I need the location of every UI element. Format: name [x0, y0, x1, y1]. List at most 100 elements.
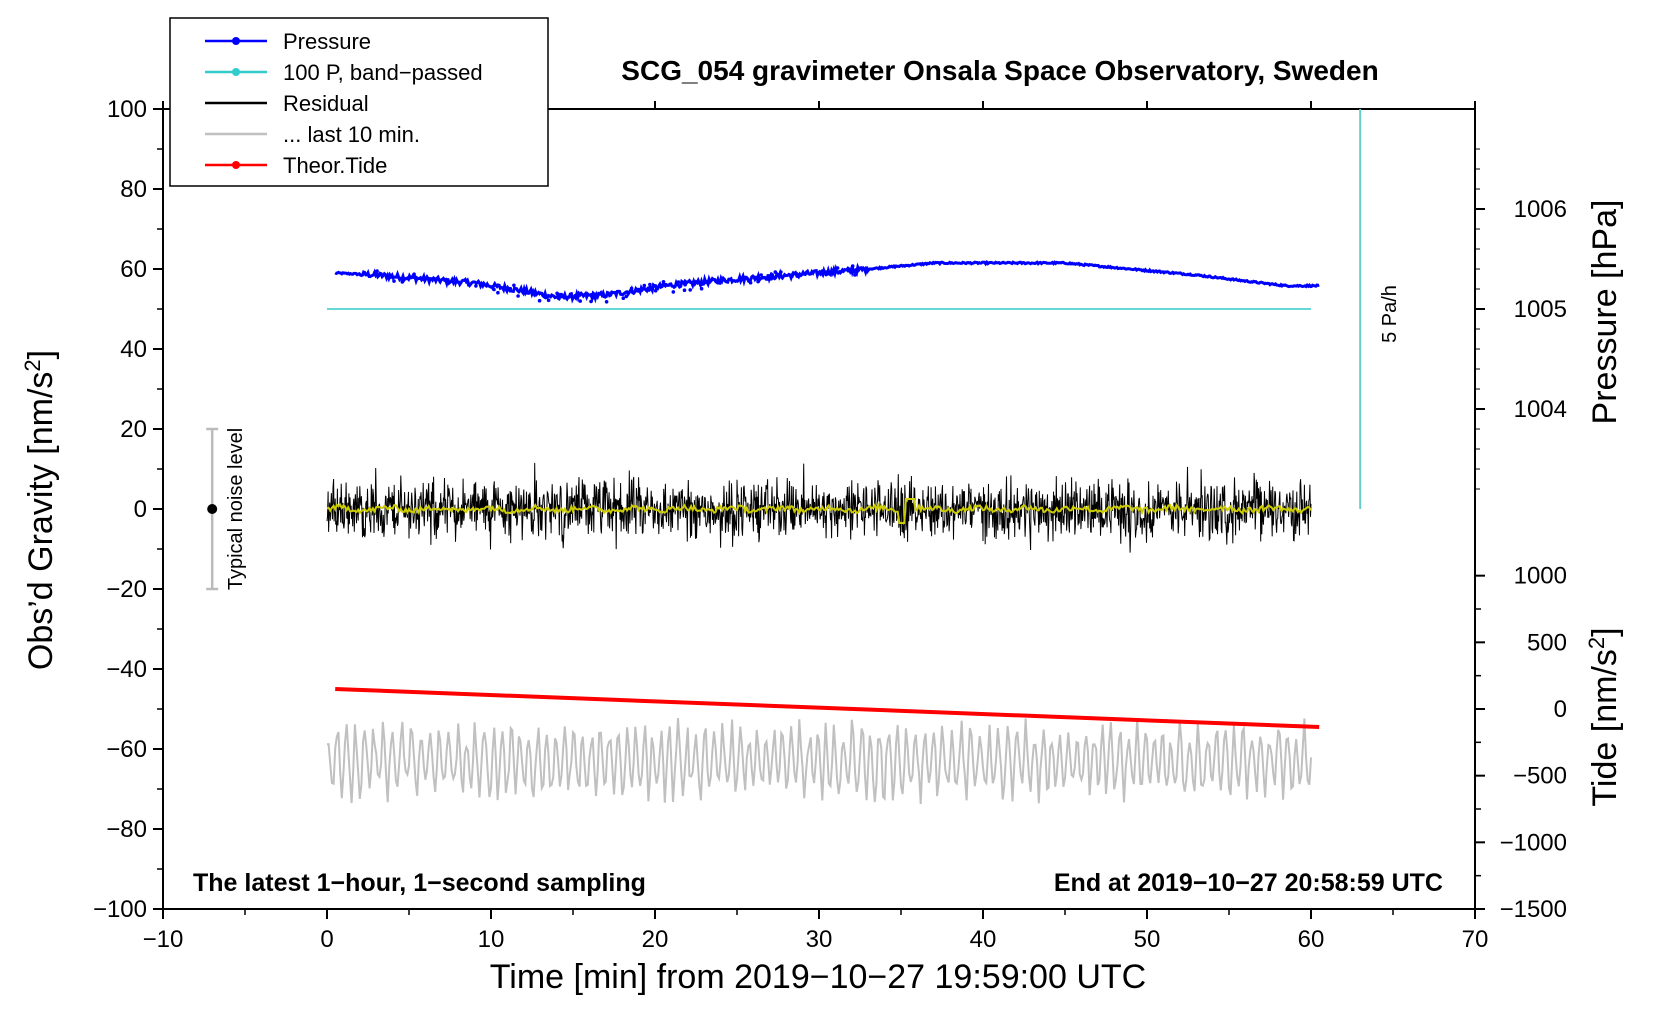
y-axis-label-gravity-sup: 2 [20, 359, 45, 371]
pressure-point [699, 286, 704, 291]
noise-level-marker: Typical noise level [206, 427, 247, 591]
pressure-point [688, 288, 692, 292]
x-tick-label: 20 [642, 926, 669, 953]
pressure-point [621, 296, 626, 301]
pressure-point [512, 283, 516, 288]
pressure-point [647, 288, 651, 292]
y-axis-tide: 1000 500 0 −500 −1000 −1500 [1475, 563, 1567, 923]
x-tick-label: 10 [478, 926, 505, 953]
pressure-point [624, 294, 629, 299]
y-axis-label-tide-main: Tide [nm/s [1586, 649, 1624, 806]
pressure-point [779, 270, 783, 274]
x-tick-label: 0 [320, 926, 333, 953]
pressure-point [555, 291, 559, 296]
pressure-point [492, 287, 496, 292]
y-tick-label: 40 [120, 336, 147, 363]
noise-level-label: Typical noise level [225, 428, 247, 590]
tide-tick-label: 500 [1527, 629, 1567, 656]
pressure-point [795, 274, 800, 279]
pressure-point [769, 277, 773, 281]
pressure-point [560, 294, 564, 299]
pressure-point [589, 299, 593, 304]
series-residual [326, 462, 1312, 553]
pressure-point [467, 283, 471, 287]
pressure-point [537, 298, 542, 303]
pressure-point [850, 264, 855, 268]
annotation-sampling: The latest 1−hour, 1−second sampling [193, 869, 646, 897]
pressure-tick-label: 1006 [1514, 196, 1567, 223]
y-tick-label: −40 [106, 656, 147, 683]
pressure-point [745, 276, 749, 281]
y-axis-label-tide-end: ] [1586, 627, 1624, 636]
pressure-point [853, 273, 857, 277]
tide-line [335, 687, 1320, 729]
legend-item: Theor.Tide [205, 153, 387, 178]
pressure-point [610, 290, 614, 295]
x-tick-label: −10 [143, 926, 184, 953]
legend-swatch-marker [232, 68, 240, 76]
pressure-point [401, 276, 405, 281]
pressure-point [748, 280, 753, 285]
tide-tick-label: −1500 [1500, 896, 1567, 923]
pressure-point [516, 294, 520, 298]
pressure-point [636, 289, 641, 293]
pressure-point [591, 293, 596, 298]
pressure-point [392, 279, 396, 283]
last-10-min-line [326, 718, 1312, 805]
legend-item: 100 P, band−passed [205, 60, 483, 85]
pressure-point [546, 298, 551, 303]
pressure-point [642, 283, 647, 288]
x-tick-label: 70 [1462, 926, 1489, 953]
y-tick-label: 60 [120, 256, 147, 283]
y-axis-gravity: 100 80 60 40 20 0 −20 −40 −60 −80 −100 [93, 96, 163, 923]
pressure-point [578, 299, 582, 303]
y-axis-label-gravity: Obs’d Gravity [nm/s2] [20, 350, 60, 670]
x-tick-label: 50 [1134, 926, 1161, 953]
pressure-point [671, 290, 676, 294]
pressure-point [573, 293, 578, 298]
legend-label: Pressure [283, 29, 371, 54]
pressure-point [412, 272, 416, 277]
series--last-10-min- [326, 718, 1312, 805]
legend-label: ... last 10 min. [283, 122, 420, 147]
tide-tick-label: −500 [1513, 763, 1567, 790]
pressure-point [839, 269, 844, 274]
y-axis-label-tide: Tide [nm/s2] [1584, 627, 1624, 806]
y-tick-label: −20 [106, 576, 147, 603]
y-tick-label: 0 [134, 496, 147, 523]
pressure-point [679, 281, 684, 285]
tide-tick-label: −1000 [1500, 829, 1567, 856]
y-tick-label: 20 [120, 416, 147, 443]
pressure-point [705, 279, 710, 284]
y-tick-label: −80 [106, 816, 147, 843]
pressure-point [773, 270, 778, 274]
legend-item: ... last 10 min. [205, 122, 420, 147]
pressure-tick-label: 1005 [1514, 296, 1567, 323]
legend-swatch-marker [232, 37, 240, 45]
pa-rate-label: 5 Pa/h [1379, 285, 1401, 343]
pressure-point [422, 277, 427, 282]
pressure-point [653, 288, 658, 293]
pressure-point [604, 300, 609, 304]
pressure-point [375, 269, 379, 273]
pressure-point [648, 282, 652, 287]
y-axis-pressure: 1006 1005 1004 [1475, 148, 1567, 490]
pressure-point [791, 272, 795, 277]
pressure-point [474, 284, 478, 288]
tide-tick-label: 1000 [1514, 563, 1567, 590]
pressure-point [756, 279, 760, 284]
pressure-point [820, 269, 825, 273]
y-tick-label: −100 [93, 896, 147, 923]
pressure-point [759, 273, 763, 277]
pressure-point [835, 266, 840, 270]
pressure-point [661, 280, 666, 284]
pressure-point [533, 292, 537, 297]
pressure-point [557, 296, 561, 301]
legend-label: Theor.Tide [283, 153, 387, 178]
x-tick-label: 30 [806, 926, 833, 953]
y-tick-label: −60 [106, 736, 147, 763]
pressure-point [692, 280, 696, 284]
annotation-end-time: End at 2019−10−27 20:58:59 UTC [1054, 869, 1443, 897]
y-axis-label-gravity-end: ] [22, 350, 60, 359]
